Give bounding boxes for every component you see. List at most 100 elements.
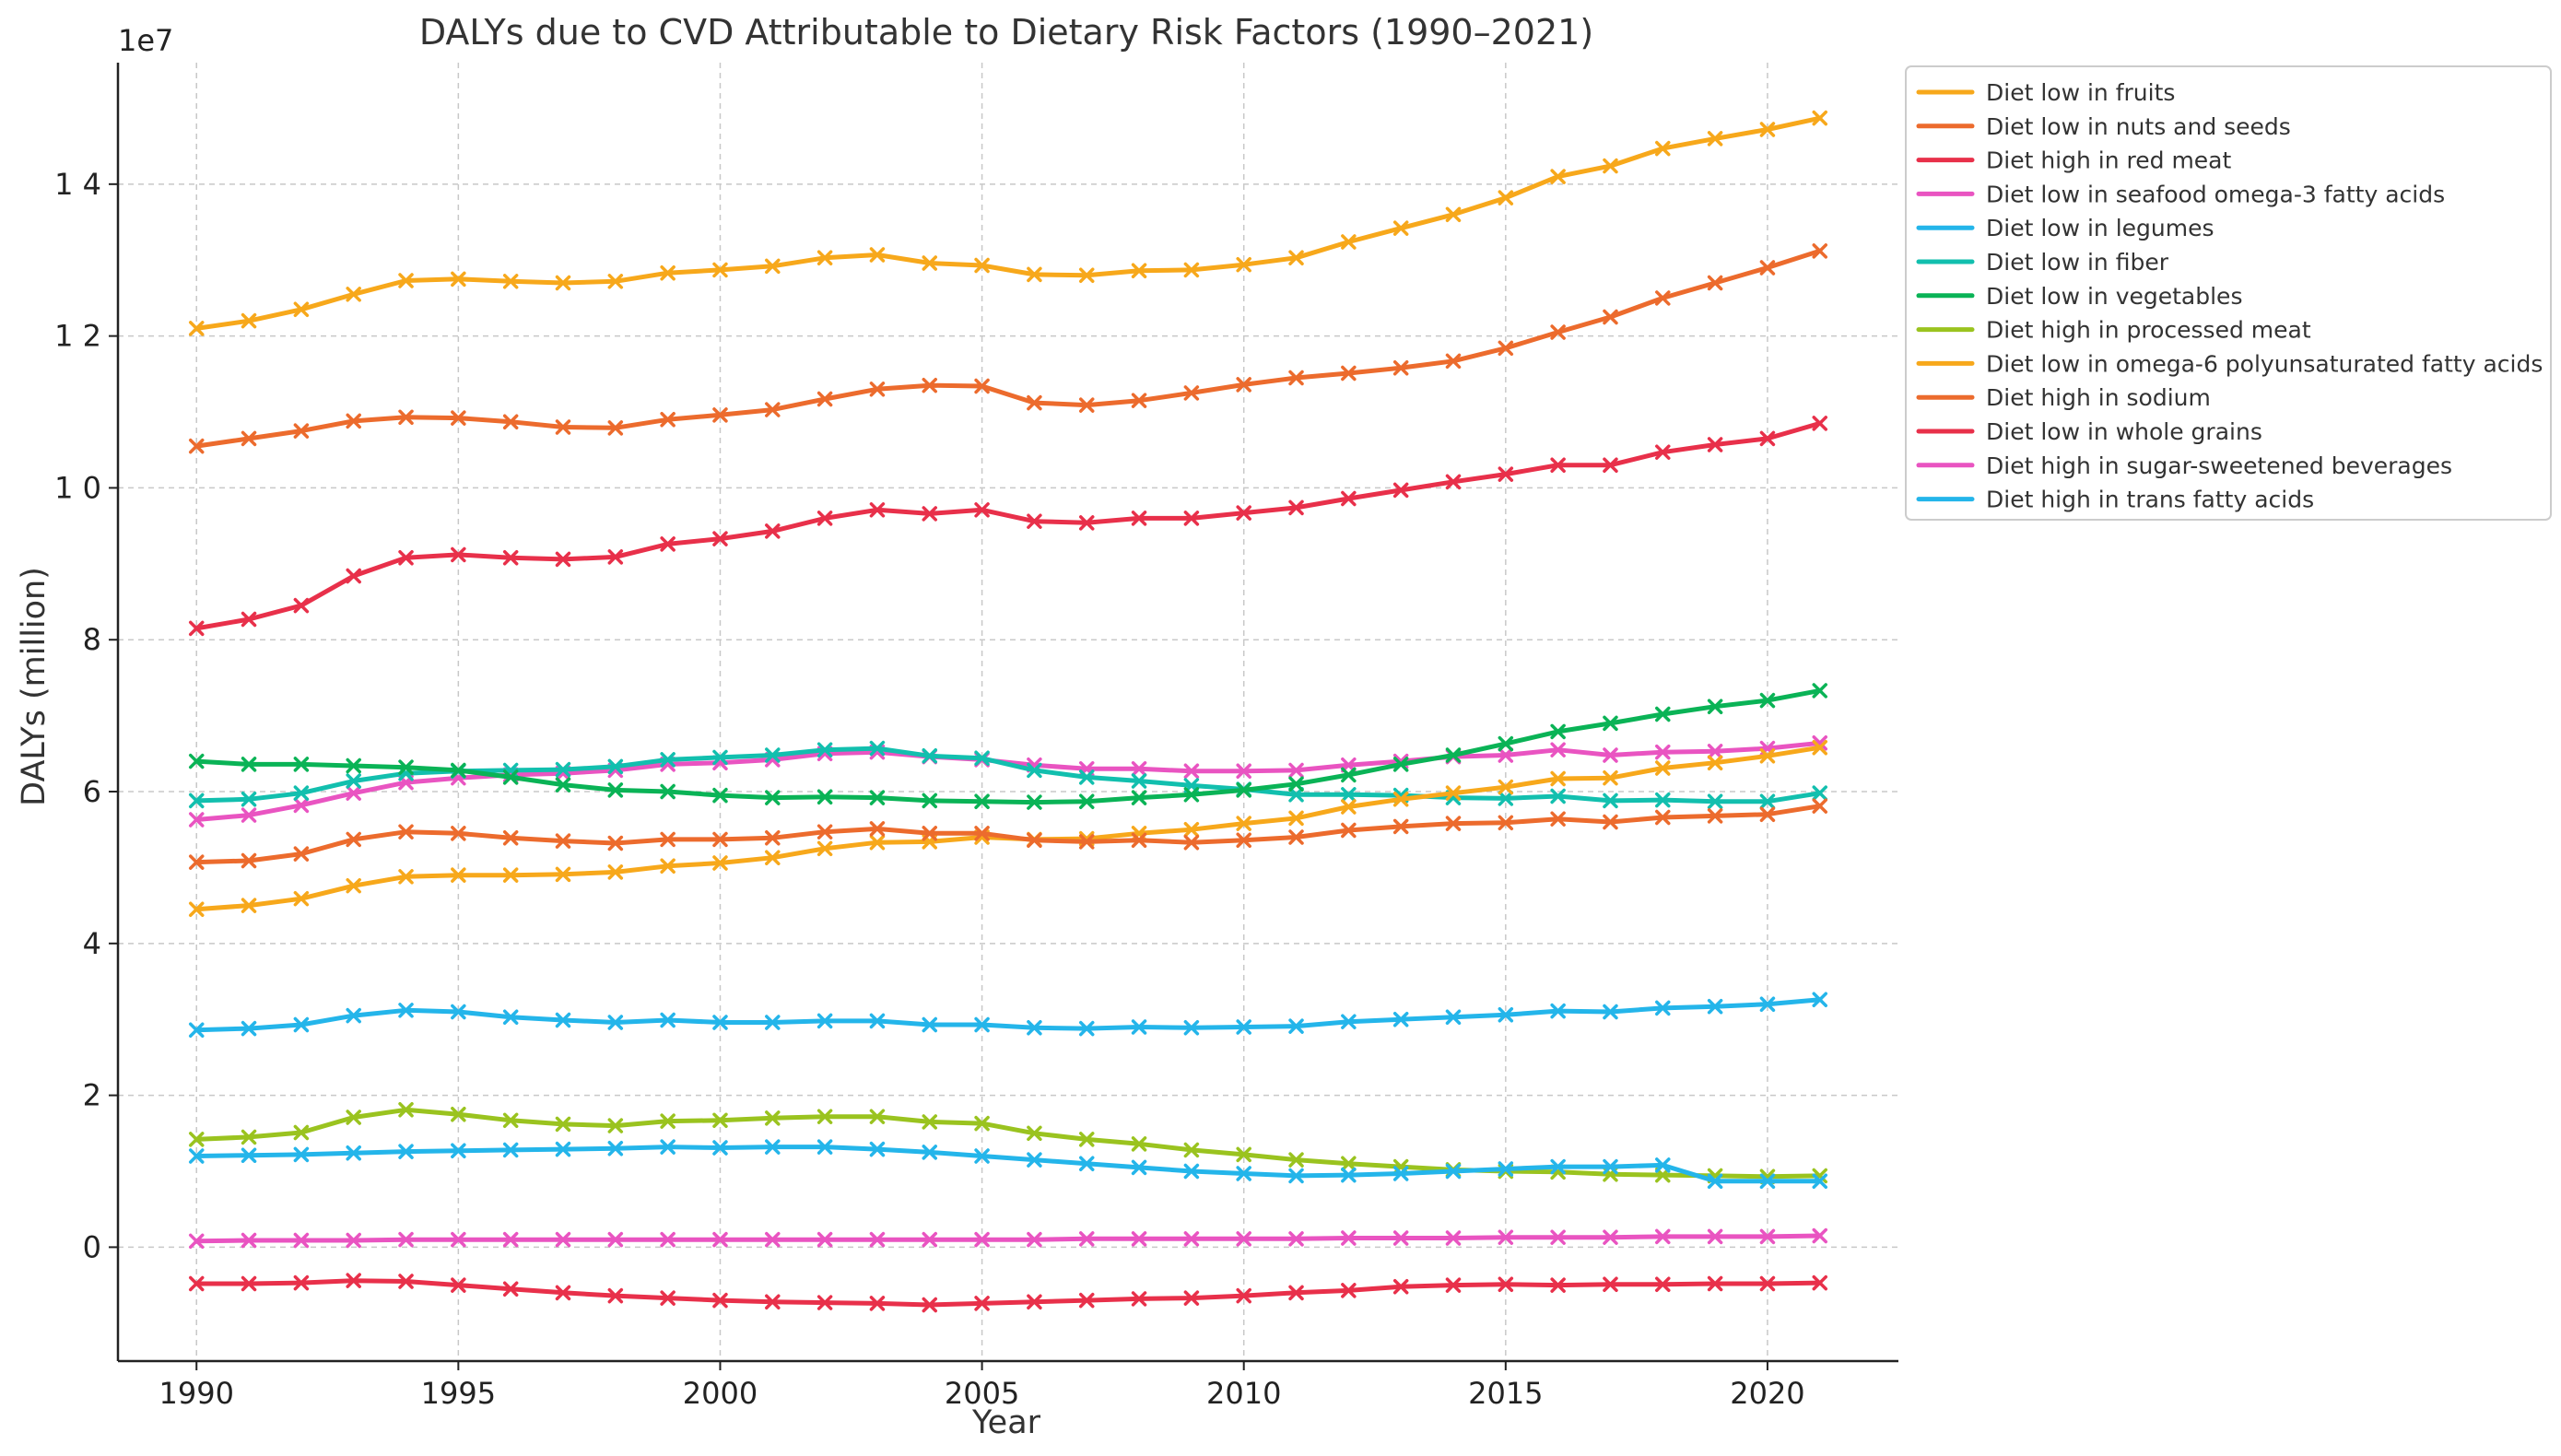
data-point-marker xyxy=(502,1231,519,1248)
data-point-marker xyxy=(555,275,571,291)
data-point-marker xyxy=(1498,815,1514,831)
data-point-marker xyxy=(293,1124,310,1141)
data-point-marker xyxy=(1288,1018,1304,1034)
data-point-marker xyxy=(712,787,728,804)
data-point-marker xyxy=(398,1102,414,1118)
series-line xyxy=(194,115,1823,331)
legend-item: Diet low in legumes xyxy=(1916,215,2214,241)
data-point-marker xyxy=(1341,822,1357,839)
data-point-marker xyxy=(1131,832,1147,849)
data-point-marker xyxy=(555,866,571,883)
data-point-marker xyxy=(1498,190,1514,205)
data-point-marker xyxy=(346,1145,361,1161)
data-point-marker xyxy=(660,831,675,848)
data-point-marker xyxy=(188,1275,205,1292)
data-point-marker xyxy=(1603,715,1618,732)
legend-item: Diet high in trans fatty acids xyxy=(1916,487,2314,513)
data-point-marker xyxy=(1236,763,1251,780)
data-point-marker xyxy=(241,312,257,329)
data-point-marker xyxy=(1498,1161,1514,1177)
data-point-marker xyxy=(1341,1156,1357,1172)
data-point-marker xyxy=(188,1022,205,1038)
data-point-marker xyxy=(1236,1146,1251,1163)
data-point-marker xyxy=(1288,370,1304,386)
data-point-marker xyxy=(1183,1020,1200,1036)
data-point-marker xyxy=(1078,1156,1095,1172)
data-point-marker xyxy=(1027,1231,1042,1248)
data-point-marker xyxy=(451,1231,466,1248)
data-point-marker xyxy=(398,409,414,426)
series-line xyxy=(194,804,1823,865)
y-tick-label: 6 xyxy=(83,774,101,809)
series-8 xyxy=(188,1102,1828,1185)
series-5 xyxy=(188,992,1828,1038)
data-point-marker xyxy=(502,414,519,429)
data-point-marker xyxy=(1759,793,1776,809)
data-point-marker xyxy=(1707,275,1723,291)
data-point-marker xyxy=(974,257,990,274)
grid xyxy=(118,63,1898,1361)
x-tick-label: 2005 xyxy=(945,1376,1019,1411)
data-point-marker xyxy=(765,1015,781,1030)
data-point-marker xyxy=(1759,806,1776,822)
data-point-marker xyxy=(398,1231,414,1248)
data-point-marker xyxy=(816,742,833,757)
data-point-marker xyxy=(346,831,361,848)
data-point-marker xyxy=(293,757,310,772)
data-point-marker xyxy=(660,858,675,875)
data-point-marker xyxy=(502,867,519,883)
data-point-marker xyxy=(1812,416,1828,431)
data-point-marker xyxy=(241,898,257,913)
data-point-marker xyxy=(922,1114,938,1130)
data-point-marker xyxy=(188,1233,205,1250)
data-point-marker xyxy=(1131,393,1147,408)
data-point-marker xyxy=(293,423,310,439)
data-point-marker xyxy=(1759,1275,1776,1292)
data-point-marker xyxy=(660,1012,675,1028)
data-point-marker xyxy=(607,420,624,436)
series-2 xyxy=(188,243,1828,454)
data-point-marker xyxy=(1341,799,1357,815)
data-point-marker xyxy=(660,412,675,428)
data-point-marker xyxy=(922,1016,938,1033)
data-point-marker xyxy=(1288,499,1304,516)
data-point-marker xyxy=(922,506,938,522)
data-point-marker xyxy=(346,1273,361,1288)
data-point-marker xyxy=(816,1139,833,1155)
data-point-marker xyxy=(869,1296,886,1311)
legend-label: Diet high in red meat xyxy=(1986,147,2231,174)
data-point-marker xyxy=(398,1144,414,1159)
data-point-marker xyxy=(241,1275,257,1292)
data-point-marker xyxy=(607,782,624,798)
data-point-marker xyxy=(1550,1003,1566,1019)
data-point-marker xyxy=(1707,755,1723,770)
data-point-marker xyxy=(765,402,781,417)
x-tick-label: 2010 xyxy=(1206,1376,1281,1411)
data-point-marker xyxy=(1183,1163,1200,1180)
y-axis-offset-label: 1e7 xyxy=(118,23,173,58)
data-point-marker xyxy=(1392,482,1409,499)
data-point-marker xyxy=(241,430,257,447)
y-axis-label: DALYs (million) xyxy=(16,567,53,806)
data-point-marker xyxy=(974,1296,990,1311)
data-point-marker xyxy=(922,793,938,809)
data-point-marker xyxy=(346,568,361,584)
data-point-marker xyxy=(1812,110,1828,126)
data-point-marker xyxy=(1812,683,1828,699)
legend-item: Diet low in nuts and seeds xyxy=(1916,113,2291,140)
data-point-marker xyxy=(1812,1227,1828,1244)
data-point-marker xyxy=(1078,1132,1095,1147)
data-point-marker xyxy=(1759,430,1776,447)
data-point-marker xyxy=(1603,1158,1618,1175)
data-point-marker xyxy=(1550,742,1566,757)
data-point-marker xyxy=(293,846,310,862)
data-point-marker xyxy=(974,1016,990,1033)
data-point-marker xyxy=(1445,1277,1462,1293)
data-point-marker xyxy=(1550,811,1566,827)
data-point-marker xyxy=(1498,1007,1514,1023)
data-point-marker xyxy=(1392,1011,1409,1027)
data-point-marker xyxy=(241,1147,257,1163)
data-point-marker xyxy=(1759,260,1776,276)
data-point-marker xyxy=(1655,140,1671,157)
